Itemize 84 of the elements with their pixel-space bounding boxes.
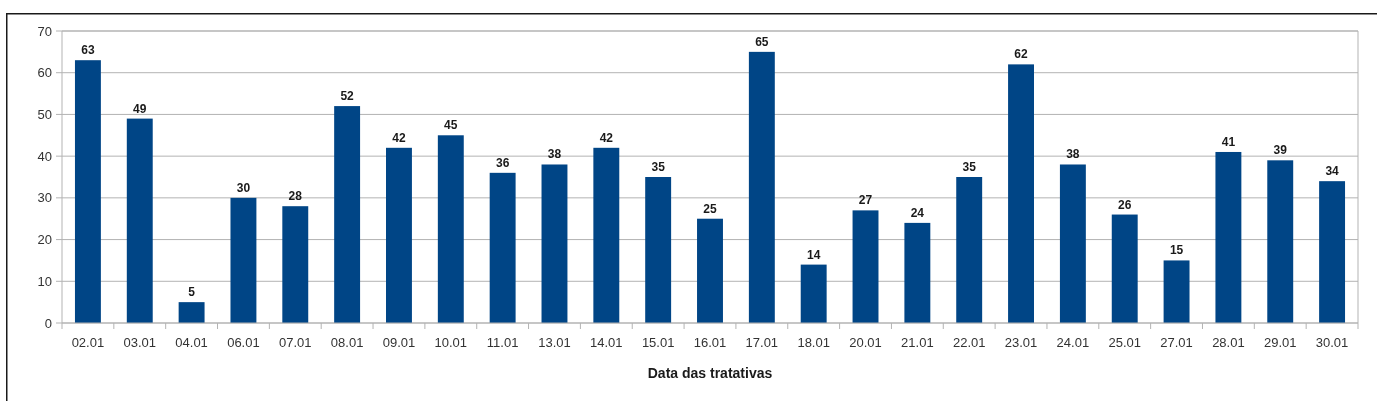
x-tick-label: 30.01 [1315,335,1349,350]
x-tick-label: 22.01 [952,335,986,350]
data-label: 39 [1273,143,1288,158]
bar [334,106,361,323]
data-label: 42 [599,130,614,145]
bar [178,302,205,323]
y-tick-label: 40 [37,148,52,164]
data-label: 65 [755,34,769,49]
bar [541,164,568,323]
data-label: 52 [340,89,355,104]
x-tick-label: 06.01 [227,335,260,350]
bar [956,177,983,323]
bar [800,264,827,323]
bar [904,222,931,323]
y-tick-label: 50 [37,106,52,122]
bar [489,172,516,323]
bar [1008,64,1034,323]
bar [126,118,153,323]
data-label: 24 [910,205,925,220]
data-label: 14 [807,247,821,262]
x-tick-label: 04.01 [175,335,208,350]
data-label: 63 [81,43,95,58]
bar [230,197,257,323]
bar [1059,164,1086,323]
bar [852,210,879,323]
x-tick-label: 21.01 [901,335,934,350]
x-tick-label: 17.01 [745,335,779,350]
x-tick-label: 24.01 [1056,335,1090,350]
data-label: 15 [1169,243,1184,258]
data-label: 25 [703,201,717,216]
data-label: 35 [651,160,666,174]
bar [697,218,723,323]
x-tick-label: 15.01 [641,335,675,350]
bar [437,135,464,323]
y-tick-label: 0 [44,315,52,331]
x-tick-label: 20.01 [849,335,882,350]
bar [74,60,101,323]
data-label: 62 [1014,47,1029,62]
data-label: 45 [444,118,458,133]
data-label: 38 [1066,147,1080,162]
x-axis-title: Data das tratativas [647,365,773,381]
bar [1163,260,1190,323]
bar [1215,151,1242,323]
x-tick-label: 07.01 [279,335,312,350]
x-tick-label: 28.01 [1212,335,1245,350]
y-tick-label: 10 [37,273,52,289]
data-label: 42 [392,130,406,145]
x-tick-label: 29.01 [1263,335,1297,350]
bar [1319,181,1346,323]
data-label: 49 [133,101,147,116]
x-tick-label: 14.01 [590,335,623,350]
y-tick-label: 30 [37,190,52,206]
x-tick-label: 16.01 [693,335,727,350]
bar [645,177,672,323]
data-label: 30 [236,180,251,195]
data-label: 41 [1221,134,1236,149]
bar [282,206,309,323]
data-label: 38 [547,147,562,162]
bar [593,147,620,323]
bar [1267,160,1294,323]
bar [386,147,412,323]
x-tick-label: 10.01 [434,335,468,350]
x-tick-label: 03.01 [123,335,157,350]
y-tick-label: 20 [37,232,52,248]
bar [748,51,775,323]
x-tick-label: 27.01 [1160,335,1193,350]
x-tick-label: 18.01 [797,335,830,350]
data-label: 34 [1325,164,1340,179]
y-tick-label: 60 [37,65,52,81]
data-label: 5 [188,285,196,300]
y-tick-label: 70 [37,23,52,39]
x-tick-label: 08.01 [330,335,364,350]
x-tick-label: 25.01 [1108,335,1141,350]
data-label: 36 [495,155,510,170]
data-label: 27 [858,193,873,208]
x-tick-label: 11.01 [486,335,519,350]
data-label: 28 [288,189,303,204]
data-label: 35 [962,160,977,174]
x-tick-label: 09.01 [382,335,416,350]
data-label: 26 [1118,197,1132,212]
x-tick-label: 23.01 [1004,335,1038,350]
x-tick-label: 13.01 [538,335,571,350]
x-tick-label: 02.01 [71,335,105,350]
bar [1111,214,1138,323]
